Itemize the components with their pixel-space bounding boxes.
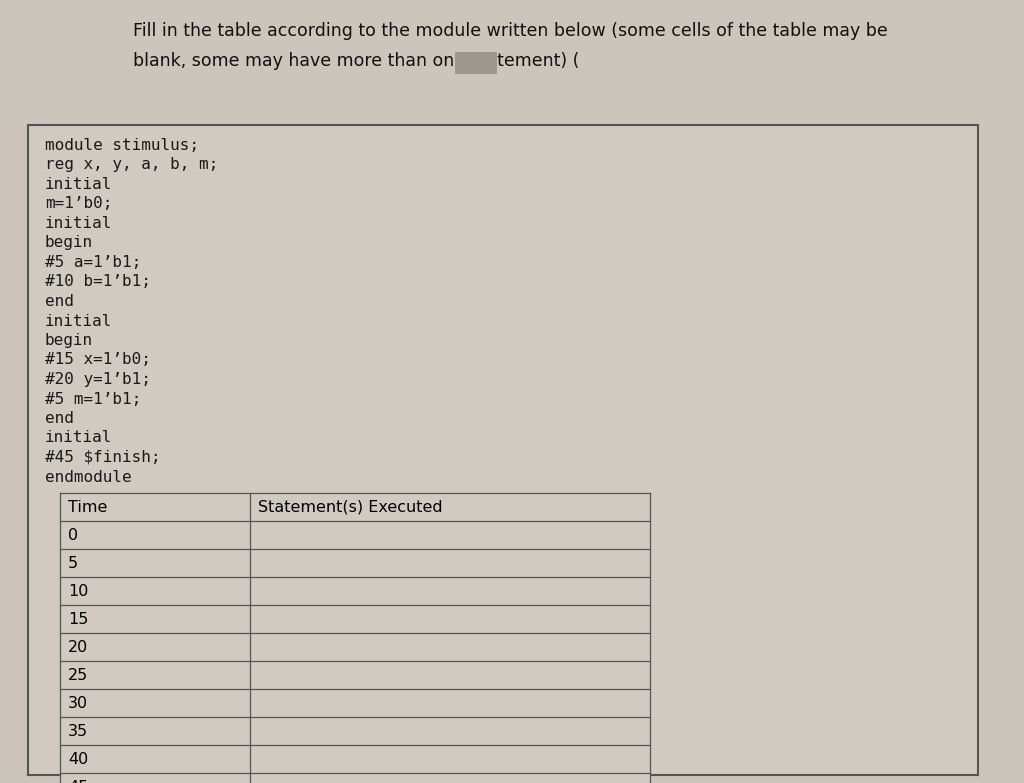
Text: Fill in the table according to the module written below (some cells of the table: Fill in the table according to the modul… <box>133 22 888 40</box>
Text: 0: 0 <box>68 528 78 543</box>
Text: #20 y=1’b1;: #20 y=1’b1; <box>45 372 151 387</box>
Text: initial: initial <box>45 216 113 231</box>
Text: m=1’b0;: m=1’b0; <box>45 197 113 211</box>
Text: 35: 35 <box>68 723 88 738</box>
Text: end: end <box>45 294 74 309</box>
Text: reg x, y, a, b, m;: reg x, y, a, b, m; <box>45 157 218 172</box>
Text: #15 x=1’b0;: #15 x=1’b0; <box>45 352 151 367</box>
Text: 20: 20 <box>68 640 88 655</box>
Text: 10: 10 <box>68 583 88 598</box>
Text: begin: begin <box>45 236 93 251</box>
Text: 30: 30 <box>68 695 88 710</box>
Text: #5 a=1’b1;: #5 a=1’b1; <box>45 255 141 270</box>
Bar <box>60 493 650 783</box>
Text: #5 m=1’b1;: #5 m=1’b1; <box>45 392 141 406</box>
Text: Time: Time <box>68 500 108 514</box>
Text: initial: initial <box>45 431 113 446</box>
Text: endmodule: endmodule <box>45 470 132 485</box>
Text: 25: 25 <box>68 667 88 683</box>
Bar <box>455 52 497 74</box>
Text: Statement(s) Executed: Statement(s) Executed <box>258 500 442 514</box>
Text: initial: initial <box>45 177 113 192</box>
Text: module stimulus;: module stimulus; <box>45 138 199 153</box>
Text: 40: 40 <box>68 752 88 767</box>
Text: blank, some may have more than one statement) (: blank, some may have more than one state… <box>133 52 580 70</box>
Text: 15: 15 <box>68 612 88 626</box>
Text: initial: initial <box>45 313 113 329</box>
Text: end: end <box>45 411 74 426</box>
Text: #10 b=1’b1;: #10 b=1’b1; <box>45 275 151 290</box>
Bar <box>28 125 978 775</box>
Text: 45: 45 <box>68 780 88 783</box>
Text: begin: begin <box>45 333 93 348</box>
Text: 5: 5 <box>68 555 78 571</box>
Text: #45 $finish;: #45 $finish; <box>45 450 161 465</box>
